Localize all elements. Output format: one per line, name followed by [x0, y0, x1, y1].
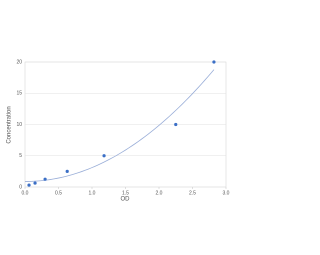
- data-point: [102, 154, 106, 158]
- y-axis-label: Concentration: [7, 106, 13, 143]
- y-tick-label: 0: [19, 184, 22, 190]
- y-tick-label: 20: [16, 59, 22, 65]
- x-tick-label: 0.5: [55, 190, 62, 196]
- trend-line: [24, 69, 215, 182]
- data-point: [33, 181, 37, 185]
- page: OD Concentration 0 5 10 15 20 0.0 0.5 1.0 1.5 2.0…: [6, 59, 230, 203]
- x-tick-label: 1.5: [122, 190, 129, 196]
- chart: OD Concentration 0 5 10 15 20 0.0 0.5 1.0 1.5 2.0…: [7, 59, 230, 203]
- x-tick-label: 0.0: [22, 190, 29, 196]
- y-tick-label: 10: [16, 122, 22, 128]
- data-point: [212, 60, 216, 64]
- data-point: [27, 183, 31, 187]
- x-tick-label: 3.0: [223, 190, 230, 196]
- data-point: [43, 177, 47, 181]
- y-tick-label: 5: [19, 153, 22, 159]
- data-point: [65, 169, 69, 173]
- x-axis-label: OD: [121, 197, 131, 203]
- x-tick-label: 2.5: [189, 190, 196, 196]
- x-tick-label: 1.0: [89, 190, 96, 196]
- x-tick-label: 2.0: [156, 190, 163, 196]
- y-tick-label: 15: [16, 91, 22, 97]
- data-point: [174, 122, 178, 127]
